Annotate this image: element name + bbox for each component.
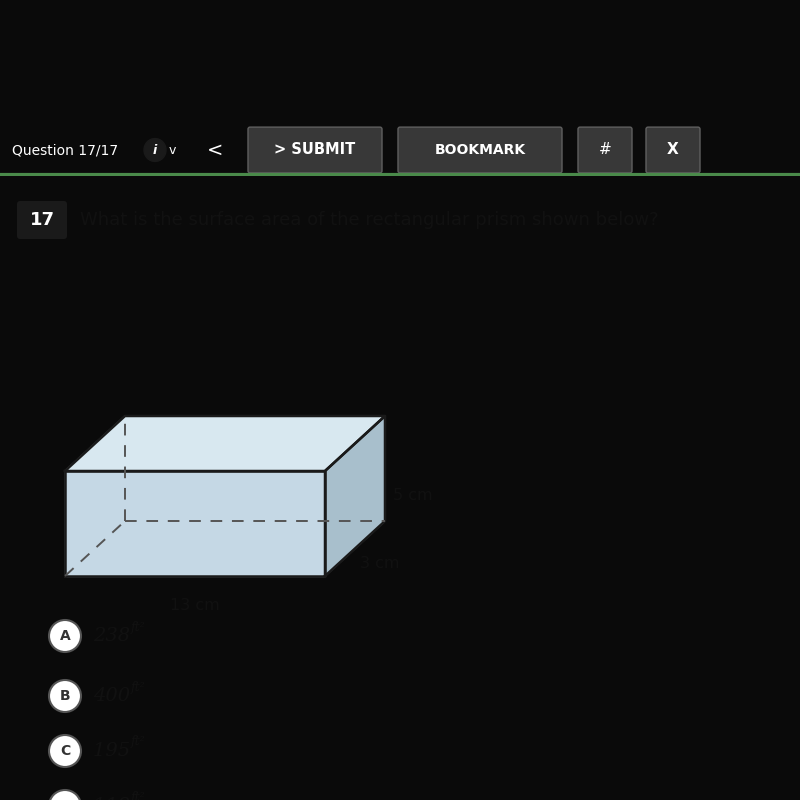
- Text: 5 cm: 5 cm: [393, 489, 433, 503]
- Text: > SUBMIT: > SUBMIT: [274, 142, 356, 158]
- FancyBboxPatch shape: [17, 201, 67, 239]
- Text: ft²: ft²: [131, 621, 146, 634]
- Text: D: D: [59, 799, 70, 800]
- Polygon shape: [65, 416, 385, 471]
- Polygon shape: [65, 471, 325, 576]
- Text: 3 cm: 3 cm: [360, 557, 399, 571]
- Text: 238: 238: [93, 627, 136, 645]
- Text: BOOKMARK: BOOKMARK: [434, 143, 526, 157]
- Circle shape: [144, 138, 166, 162]
- Text: B: B: [60, 689, 70, 703]
- Circle shape: [49, 735, 81, 767]
- FancyBboxPatch shape: [398, 127, 562, 173]
- Text: 17: 17: [30, 211, 54, 229]
- Circle shape: [49, 620, 81, 652]
- Text: 400: 400: [93, 687, 136, 705]
- Text: X: X: [667, 142, 679, 158]
- Polygon shape: [325, 416, 385, 576]
- Text: 119: 119: [93, 797, 136, 800]
- FancyBboxPatch shape: [578, 127, 632, 173]
- Text: ft²: ft²: [131, 681, 146, 694]
- Text: What is the surface area of the rectangular prism shown below?: What is the surface area of the rectangu…: [80, 211, 658, 229]
- Circle shape: [49, 680, 81, 712]
- Text: ft²: ft²: [131, 735, 146, 749]
- Text: 13 cm: 13 cm: [170, 598, 220, 613]
- Text: A: A: [60, 629, 70, 643]
- Text: i: i: [153, 143, 157, 157]
- Text: ft²: ft²: [131, 790, 146, 800]
- Text: C: C: [60, 744, 70, 758]
- Text: <: <: [207, 141, 223, 159]
- Text: v: v: [168, 143, 176, 157]
- Text: #: #: [598, 142, 611, 158]
- FancyBboxPatch shape: [248, 127, 382, 173]
- Circle shape: [49, 790, 81, 800]
- FancyBboxPatch shape: [646, 127, 700, 173]
- Text: 195: 195: [93, 742, 136, 760]
- Text: Question 17/17: Question 17/17: [12, 143, 118, 157]
